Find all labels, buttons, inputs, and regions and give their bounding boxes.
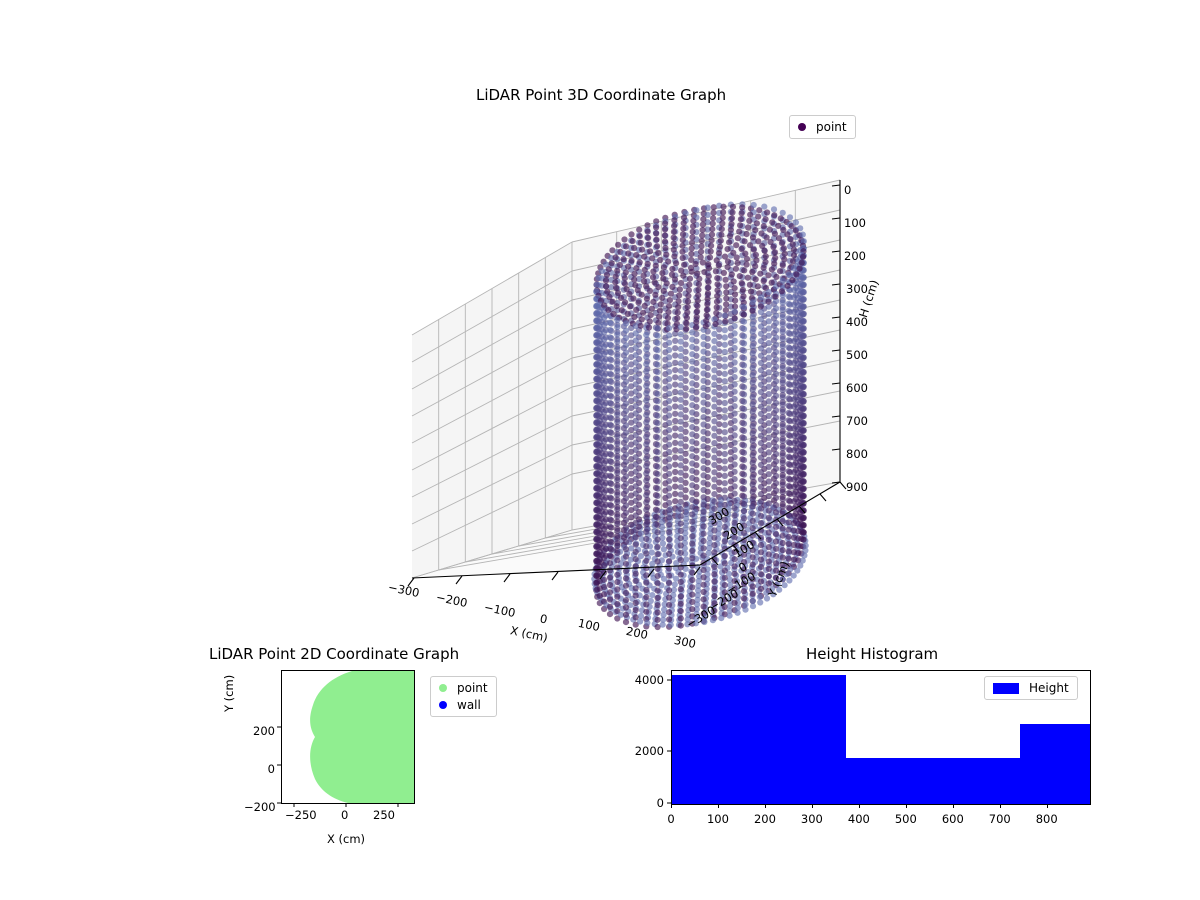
histogram-ytickmarks: [667, 679, 671, 804]
histogram-xtickmark: [905, 804, 907, 808]
histogram-xtickmark: [764, 804, 766, 808]
scatter2d-ytick-1: 0: [267, 762, 275, 776]
histogram-xtick-1: 100: [706, 812, 729, 826]
scatter3d-ztick-0: 0: [844, 183, 852, 197]
scatter2d-legend[interactable]: point wall: [430, 676, 497, 717]
histogram-xtickmark: [952, 804, 954, 808]
scatter3d-ztick-4: 400: [846, 315, 868, 329]
scatter3d-legend[interactable]: point: [789, 115, 856, 139]
histogram-ytick-0: 0: [656, 796, 664, 810]
histogram-xtick-6: 600: [941, 812, 964, 826]
histogram-ytick-2: 4000: [634, 673, 664, 687]
histogram-xtick-4: 400: [847, 812, 870, 826]
scatter3d-tickmarks: [407, 184, 847, 587]
histogram-axes[interactable]: [671, 670, 1091, 805]
wall-marker-icon: [439, 701, 447, 709]
scatter3d-title: LiDAR Point 3D Coordinate Graph: [476, 86, 727, 104]
legend-item-point[interactable]: point: [439, 681, 488, 695]
scatter3d-ztick-1: 100: [844, 216, 866, 230]
histogram-xtickmark: [1046, 804, 1048, 808]
scatter3d-ztick-8: 800: [846, 447, 868, 461]
histogram-xtickmark: [671, 804, 672, 808]
scatter3d-ztick-5: 500: [846, 348, 868, 362]
legend-item-height[interactable]: Height: [993, 681, 1069, 695]
scatter2d-xaxis-label: X (cm): [327, 832, 366, 846]
scatter3d-point-cloud: [591, 201, 809, 631]
scatter3d-canvas: [407, 179, 847, 631]
histogram-xtickmark: [999, 804, 1001, 808]
legend-label: Height: [1029, 681, 1069, 695]
legend-item-point[interactable]: point: [798, 120, 847, 134]
scatter3d-ztick-7: 700: [846, 414, 868, 428]
scatter3d-ztick-9: 900: [846, 480, 868, 494]
scatter2d-xtick-2: 250: [373, 808, 395, 822]
scatter2d-point-region: [310, 671, 414, 803]
histogram-xtick-7: 700: [988, 812, 1011, 826]
scatter3d-xtick-6: 300: [672, 632, 698, 652]
scatter2d-axes[interactable]: [281, 670, 415, 804]
scatter3d-ztick-3: 300: [846, 282, 868, 296]
scatter2d-xtick-1: 0: [341, 808, 349, 822]
height-patch-icon: [993, 682, 1019, 694]
point-marker-icon: [798, 123, 806, 131]
legend-label: point: [457, 681, 488, 695]
scatter2d-title: LiDAR Point 2D Coordinate Graph: [209, 645, 460, 663]
histogram-bar: [1019, 724, 1090, 804]
scatter2d-xtick-0: −250: [285, 808, 317, 822]
scatter2d-ytick-0: 200: [253, 724, 275, 738]
scatter2d-ytick-2: −200: [244, 800, 276, 814]
scatter3d-axes[interactable]: 0 100 200 300 400 500 600 700 800 900 H …: [387, 110, 881, 651]
legend-item-wall[interactable]: wall: [439, 698, 488, 712]
histogram-xtickmark: [811, 804, 813, 808]
scatter2d-tickmarks: [277, 726, 399, 807]
histogram-xtick-8: 800: [1035, 812, 1058, 826]
histogram-xtick-5: 500: [894, 812, 917, 826]
legend-label: wall: [457, 698, 481, 712]
scatter2d-yaxis-label: Y (cm): [222, 674, 236, 712]
histogram-ytick-1: 2000: [634, 744, 664, 758]
point-marker-icon: [439, 684, 447, 692]
histogram-xtick-3: 300: [800, 812, 823, 826]
histogram-xtick-2: 200: [753, 812, 776, 826]
scatter3d-ztick-6: 600: [846, 381, 868, 395]
histogram-legend[interactable]: Height: [984, 676, 1078, 700]
histogram-title: Height Histogram: [806, 645, 939, 663]
scatter3d-spines: [411, 180, 841, 579]
histogram-bar: [845, 758, 1020, 804]
histogram-bar: [672, 675, 846, 804]
histogram-xtickmark: [717, 804, 719, 808]
histogram-xtickmark: [858, 804, 860, 808]
histogram-xtick-0: 0: [667, 812, 675, 826]
legend-label: point: [816, 120, 847, 134]
scatter3d-ztick-2: 200: [844, 249, 866, 263]
